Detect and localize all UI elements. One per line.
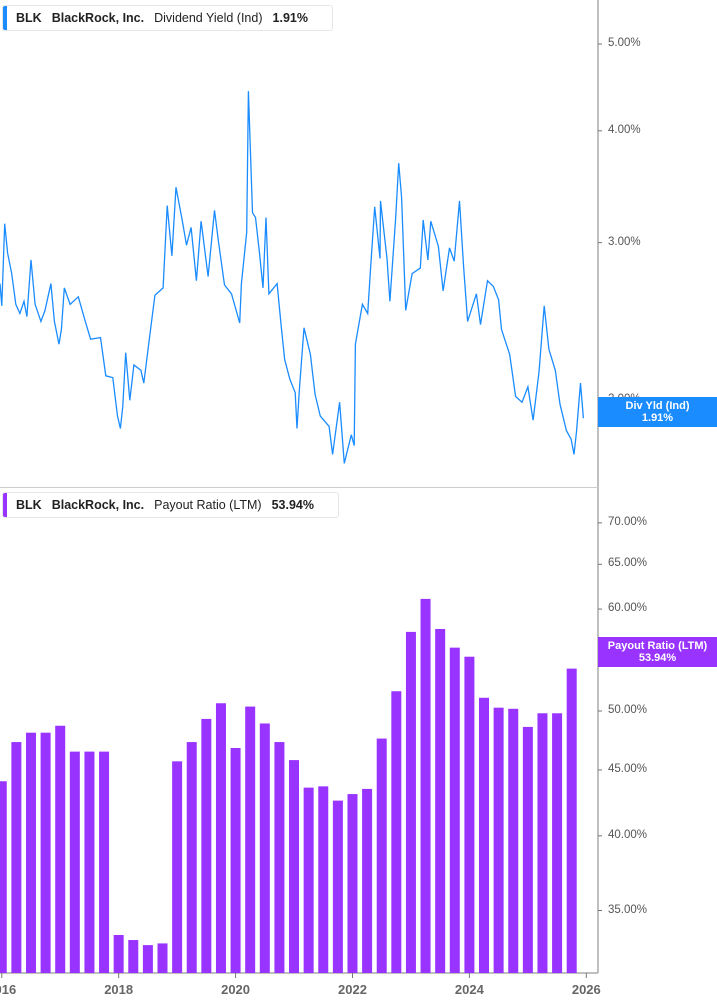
payout-bar bbox=[435, 628, 446, 973]
payout-bars bbox=[0, 598, 577, 973]
y-tick-label: 5.00% bbox=[608, 37, 641, 50]
payout-bar bbox=[157, 943, 168, 973]
y-tick-label: 40.00% bbox=[608, 828, 648, 841]
y-tick-label: 70.00% bbox=[608, 515, 648, 528]
payout-bar bbox=[55, 725, 66, 973]
payout-bar bbox=[522, 726, 533, 973]
x-tick-label: 2018 bbox=[104, 982, 134, 997]
payout-bar bbox=[493, 707, 504, 973]
badge-value: 53.94% bbox=[638, 652, 677, 664]
payout-bar bbox=[84, 751, 95, 973]
payout-legend-color bbox=[3, 493, 7, 517]
payout-bar bbox=[201, 718, 212, 973]
payout-bar bbox=[537, 713, 548, 973]
legend-value: 1.91% bbox=[272, 11, 308, 25]
payout-bar bbox=[259, 723, 270, 973]
payout-bar bbox=[376, 738, 387, 973]
payout-bar bbox=[347, 794, 358, 973]
y-tick-label: 35.00% bbox=[608, 903, 648, 916]
legend-metric: Payout Ratio (LTM) bbox=[154, 498, 262, 512]
payout-bar bbox=[113, 935, 124, 973]
payout-bar bbox=[128, 940, 139, 973]
legend-value: 53.94% bbox=[271, 498, 314, 512]
x-tick-label: 2016 bbox=[0, 982, 17, 997]
payout-bar bbox=[303, 787, 314, 973]
payout-bar bbox=[40, 732, 51, 973]
legend-company: BlackRock, Inc. bbox=[51, 11, 145, 25]
payout-bar bbox=[289, 760, 300, 973]
y-tick-label: 3.00% bbox=[608, 235, 641, 248]
y-tick-label: 65.00% bbox=[608, 557, 648, 570]
payout-bar bbox=[142, 945, 153, 973]
payout-bar bbox=[508, 708, 519, 973]
x-tick-label: 2024 bbox=[454, 982, 484, 997]
y-tick-label: 60.00% bbox=[608, 602, 648, 615]
payout-bar bbox=[0, 781, 7, 973]
payout-bar bbox=[99, 751, 110, 973]
x-tick-label: 2022 bbox=[338, 982, 367, 997]
yield-legend: BLK BlackRock, Inc. Dividend Yield (Ind)… bbox=[2, 5, 333, 31]
payout-bar bbox=[332, 800, 343, 973]
payout-legend: BLK BlackRock, Inc. Payout Ratio (LTM) 5… bbox=[2, 492, 339, 518]
payout-bar bbox=[479, 697, 490, 973]
legend-metric: Dividend Yield (Ind) bbox=[154, 11, 263, 25]
x-tick-label: 2026 bbox=[571, 982, 601, 997]
payout-bar bbox=[362, 788, 373, 973]
payout-bar bbox=[215, 703, 226, 973]
payout-bar bbox=[274, 742, 285, 973]
payout-bar bbox=[186, 742, 197, 973]
payout-bar bbox=[449, 647, 460, 973]
x-tick-label: 2020 bbox=[221, 982, 251, 997]
y-tick-label: 50.00% bbox=[608, 704, 648, 717]
y-tick-label: 4.00% bbox=[608, 123, 641, 136]
payout-bar bbox=[405, 631, 416, 973]
dividend-yield-line bbox=[0, 91, 585, 464]
badge-value: 1.91% bbox=[641, 412, 674, 424]
badge-label: Div Yld (Ind) bbox=[625, 400, 690, 412]
payout-bar bbox=[552, 713, 563, 973]
payout-bar bbox=[420, 598, 431, 973]
payout-bar bbox=[318, 786, 329, 973]
badge-label: Payout Ratio (LTM) bbox=[607, 640, 708, 652]
payout-bar bbox=[11, 742, 22, 973]
legend-ticker: BLK bbox=[16, 11, 42, 25]
y-tick-label: 45.00% bbox=[608, 762, 648, 775]
payout-bar bbox=[230, 748, 241, 973]
payout-value-badge: Payout Ratio (LTM) 53.94% bbox=[598, 637, 717, 667]
payout-bar bbox=[391, 691, 402, 973]
payout-bar bbox=[172, 761, 183, 973]
yield-legend-color bbox=[3, 6, 7, 30]
payout-bar bbox=[25, 732, 36, 973]
legend-ticker: BLK bbox=[16, 498, 42, 512]
payout-bar bbox=[245, 706, 256, 973]
payout-bar bbox=[566, 668, 577, 973]
legend-company: BlackRock, Inc. bbox=[51, 498, 145, 512]
payout-bar bbox=[464, 656, 475, 973]
payout-bar bbox=[69, 751, 80, 973]
yield-value-badge: Div Yld (Ind) 1.91% bbox=[598, 397, 717, 427]
